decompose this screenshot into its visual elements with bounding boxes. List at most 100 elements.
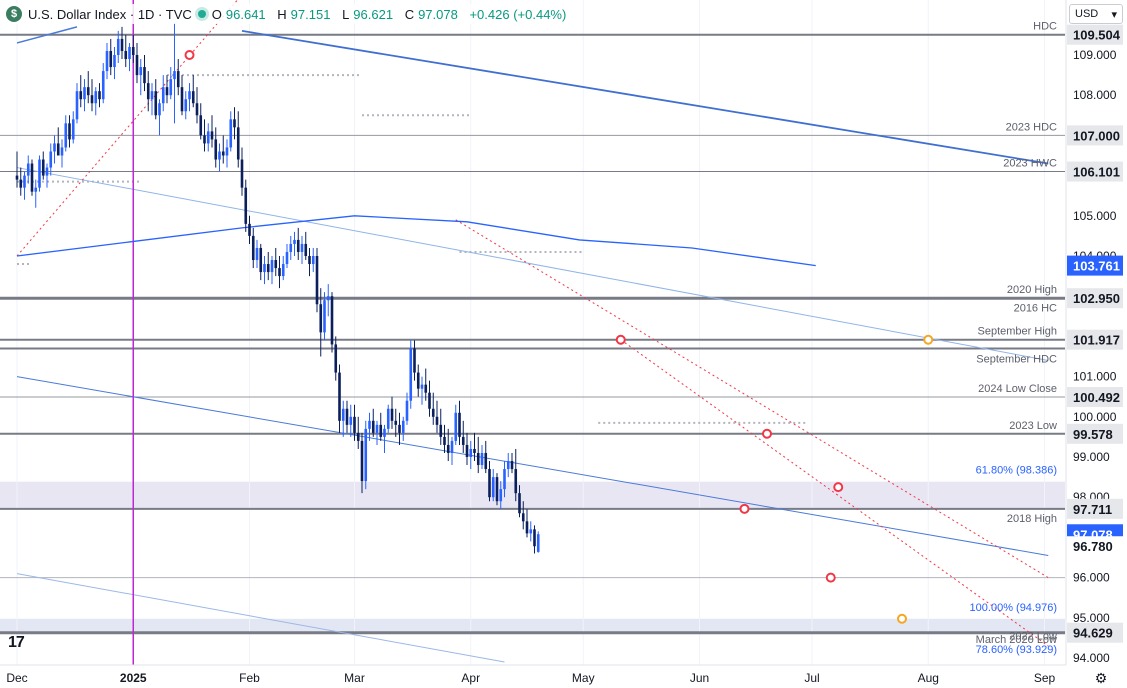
price-axis[interactable]: 109.000108.000105.000104.000101.000100.0… [1065, 0, 1127, 688]
candle [300, 235, 304, 265]
candle [124, 34, 128, 68]
candle-body [390, 408, 394, 421]
candle-body [248, 223, 251, 236]
candle [131, 34, 135, 64]
candle-body [353, 416, 356, 433]
candle [409, 340, 413, 409]
candle [379, 412, 383, 441]
candle [135, 42, 139, 84]
candle-body [154, 91, 158, 116]
low-label: L [342, 6, 350, 22]
candle-body [199, 115, 203, 136]
candle [289, 235, 293, 261]
candle-body [289, 243, 293, 252]
candle-body [413, 348, 416, 373]
candle-body [38, 159, 41, 188]
candle [23, 171, 26, 200]
candle-body [120, 38, 124, 51]
time-axis[interactable]: Dec 2025 Feb Mar Apr May Jun Jul Aug Sep [0, 664, 1066, 688]
candle [53, 135, 56, 164]
candle [240, 147, 244, 196]
candle [146, 71, 150, 112]
candle [503, 461, 506, 498]
candle-body [101, 71, 105, 100]
candle-body [143, 67, 146, 84]
candle-body [469, 448, 473, 457]
candle-body [304, 243, 308, 256]
candle-body [203, 135, 206, 144]
candle-body [296, 239, 300, 252]
close-label: C [404, 6, 415, 22]
candle [349, 404, 353, 437]
candle [525, 509, 529, 538]
grid-layer [16, 0, 1045, 665]
candle [469, 440, 473, 470]
candle [143, 55, 146, 92]
chevron-down-icon: ▾ [1111, 8, 1117, 21]
candle-body [263, 264, 266, 273]
candle [338, 364, 341, 433]
level-label: 2023 Low [1009, 420, 1057, 432]
candle-body [23, 175, 26, 188]
candle-body [184, 99, 188, 112]
candle-body [19, 179, 23, 188]
candle-body [244, 187, 248, 224]
candle [90, 79, 94, 112]
candle-body [416, 372, 420, 389]
candle-body [206, 131, 210, 144]
change-value: +0.426 (+0.44%) [469, 6, 567, 22]
candle [461, 420, 465, 453]
candle-body [375, 424, 379, 433]
price-badge [1067, 288, 1123, 309]
candle [476, 436, 480, 474]
candle-body [214, 139, 218, 160]
candle [416, 364, 420, 397]
candle [315, 247, 319, 313]
candle [394, 408, 398, 437]
settings-icon[interactable]: ⚙ [1094, 670, 1108, 686]
candle-body [518, 493, 521, 514]
time-tick-label: Dec [6, 671, 27, 685]
candle [428, 380, 431, 417]
candle [311, 247, 315, 273]
candle-body [300, 243, 304, 252]
candle-body [158, 103, 161, 116]
currency-select[interactable]: USD ▾ [1069, 4, 1123, 24]
candle-body [439, 424, 443, 437]
candle [214, 127, 218, 168]
chart-title[interactable]: U.S. Dollar Index · 1D · TVC [28, 6, 192, 22]
candle-body [173, 71, 176, 80]
candle [323, 292, 326, 341]
candle [116, 30, 120, 64]
candle-body [180, 87, 184, 112]
candle [94, 87, 98, 116]
candle-body [113, 55, 116, 68]
candle-body [274, 260, 278, 269]
price-tick-label: 96.000 [1073, 571, 1110, 585]
candle [285, 243, 289, 269]
price-badge-label: 106.101 [1073, 165, 1120, 180]
candle [128, 42, 131, 72]
trendline [16, 167, 1049, 362]
candle [360, 432, 364, 494]
candle-body [150, 91, 154, 100]
candle-body [195, 103, 199, 116]
candle-body [360, 440, 364, 482]
candle-body [45, 167, 49, 176]
time-tick-label: Sep [1034, 671, 1056, 685]
candle [495, 473, 499, 506]
time-tick-label: 2025 [120, 671, 147, 685]
candle [480, 444, 484, 470]
candle-body [71, 119, 75, 140]
candle [251, 227, 255, 269]
candle-body [461, 436, 465, 445]
price-badge-label: 107.000 [1073, 128, 1120, 143]
candle-body [398, 424, 401, 433]
candle [86, 71, 90, 104]
candle [34, 179, 38, 208]
level-label: 2023 HWC [1003, 158, 1057, 170]
chart-header: $ U.S. Dollar Index · 1D · TVC O 96.641 H… [6, 4, 577, 24]
candle [98, 83, 101, 108]
pivot-marker [833, 482, 844, 493]
